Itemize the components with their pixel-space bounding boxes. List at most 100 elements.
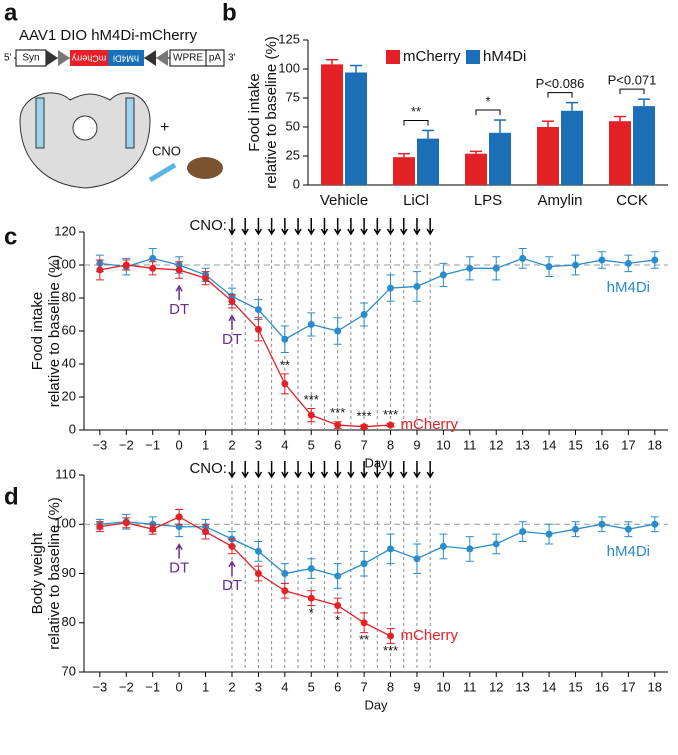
cno-arrow <box>400 461 408 479</box>
bar <box>561 110 583 185</box>
panel-label: a <box>4 0 18 26</box>
x-tick-label: 12 <box>489 679 503 694</box>
y-tick-label: 100 <box>54 256 76 271</box>
x-tick-label: 9 <box>413 437 420 452</box>
y-tick-label: 80 <box>62 289 76 304</box>
cno-arrow <box>426 218 434 236</box>
data-point <box>149 264 157 272</box>
cno-arrow <box>320 461 329 479</box>
x-tick-label: −1 <box>145 437 160 452</box>
data-point <box>387 284 395 292</box>
x-tick-label: 16 <box>595 437 609 452</box>
panel-label: b <box>222 0 237 26</box>
gene <box>108 50 144 66</box>
panel-label: d <box>4 483 19 510</box>
data-point <box>360 311 368 318</box>
data-point <box>413 555 421 563</box>
cno-arrow <box>334 461 342 479</box>
dt-label: DT <box>222 331 242 348</box>
data-point <box>96 266 104 274</box>
data-point <box>439 271 447 279</box>
y-tick-label: 20 <box>62 388 76 403</box>
label: 3' <box>228 53 236 64</box>
syringe <box>148 162 177 183</box>
data-point <box>572 261 580 269</box>
legend-label: mCherry <box>403 48 461 65</box>
construct: AAV1 DIO hM4Di-mCherry <box>19 27 198 44</box>
significance-bracket <box>475 109 501 116</box>
brain-hole <box>72 115 98 141</box>
data-point <box>281 587 289 595</box>
dt-label: DT <box>169 301 189 318</box>
pa <box>205 49 225 67</box>
data-point <box>281 335 289 343</box>
data-point <box>439 542 447 550</box>
data-point <box>651 520 659 528</box>
series-line <box>99 516 391 637</box>
data-point <box>572 525 580 533</box>
data-point <box>254 325 262 333</box>
data-point <box>334 327 342 335</box>
loxp <box>46 50 58 66</box>
cno-arrow <box>294 218 302 236</box>
y-axis-label: Food intake <box>29 292 46 370</box>
loxp <box>156 50 168 66</box>
series-label: mCherry <box>401 416 459 433</box>
x-tick-label: 13 <box>515 679 529 694</box>
x-tick-label: −2 <box>119 679 134 694</box>
gene <box>70 50 108 66</box>
data-point <box>96 523 104 531</box>
cno-arrow <box>373 218 381 236</box>
cno-arrow <box>386 461 395 479</box>
y-axis-label: Body weight <box>29 532 46 615</box>
annotation: P<0.071 <box>608 73 657 88</box>
cno-arrow <box>228 461 236 479</box>
y-tick-label: 60 <box>62 322 76 337</box>
series-label: mCherry <box>401 627 459 644</box>
y-axis-label: relative to baseline (%) <box>46 255 63 408</box>
cno-arrow <box>267 461 276 479</box>
x-tick-label: 10 <box>436 437 450 452</box>
annotation: P<0.086 <box>536 76 585 91</box>
dt-arrow <box>228 314 236 330</box>
data-point <box>175 266 183 274</box>
data-point <box>466 264 474 272</box>
series-label: hM4Di <box>607 543 650 560</box>
data-point <box>149 525 157 533</box>
y-tick-label: 80 <box>62 614 76 629</box>
data-point <box>254 306 262 314</box>
label: mCherry <box>71 54 106 64</box>
cno-arrow <box>267 218 276 236</box>
cno-arrow <box>334 218 342 236</box>
x-tick-label: 15 <box>568 437 582 452</box>
legend-label: hM4Di <box>483 48 526 65</box>
data-point <box>122 519 130 527</box>
annotation: * <box>485 93 490 108</box>
legend-swatch <box>466 50 480 64</box>
data-point <box>175 523 183 531</box>
x-tick-label: −3 <box>92 679 107 694</box>
series-label: hM4Di <box>607 279 650 296</box>
x-tick-label: 17 <box>621 679 635 694</box>
x-tick-label: 9 <box>413 679 420 694</box>
x-tick-label: 5 <box>308 437 315 452</box>
data-point <box>519 254 527 262</box>
cno-arrow <box>400 218 408 236</box>
data-point <box>228 297 236 305</box>
mouse <box>187 157 223 179</box>
diagram: AAV1 DIO hM4Di-mCherry 5' Syn mCherry hM… <box>4 27 236 189</box>
bar <box>321 64 343 185</box>
y-tick-label: 0 <box>69 421 76 436</box>
series-line <box>99 264 391 428</box>
data-point <box>413 282 421 290</box>
data-point <box>387 421 395 429</box>
cno-label: CNO: <box>189 217 227 234</box>
y-axis-label: relative to baseline (%) <box>46 497 63 650</box>
bar <box>417 138 439 185</box>
x-tick-label: 14 <box>542 679 556 694</box>
x-tick-label: 13 <box>515 437 529 452</box>
x-tick-label: 4 <box>281 437 288 452</box>
data-point <box>466 545 474 553</box>
bar <box>537 127 559 185</box>
